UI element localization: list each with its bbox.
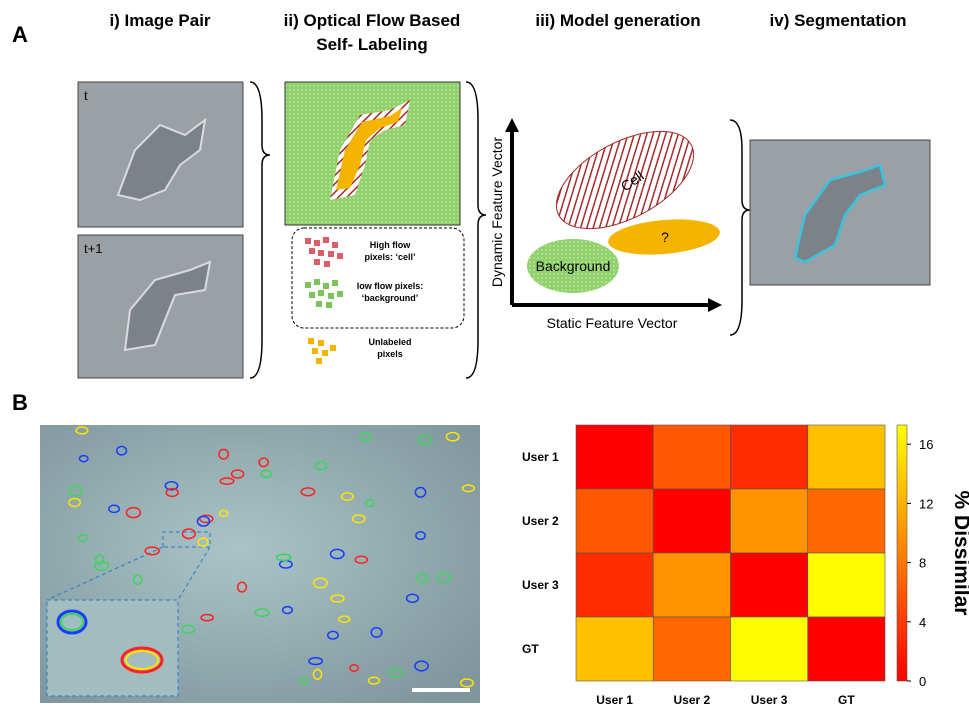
heatmap-cell bbox=[576, 553, 653, 617]
figure: A i) Image Pair ii) Optical Flow BasedSe… bbox=[0, 0, 969, 708]
legend-swatch bbox=[308, 338, 336, 364]
heatmap-cell bbox=[731, 553, 808, 617]
heatmap-cell bbox=[576, 617, 653, 681]
colorbar-tick-label: 4 bbox=[919, 615, 926, 630]
colorbar bbox=[897, 425, 907, 681]
x-tick-label: User 2 bbox=[674, 693, 711, 707]
heatmap-cell bbox=[576, 489, 653, 553]
heatmap-cell bbox=[653, 489, 730, 553]
step-title: iii) Model generation bbox=[535, 11, 700, 30]
heatmap-cell bbox=[731, 617, 808, 681]
colorbar-tick-label: 8 bbox=[919, 556, 926, 571]
heatmap-cell bbox=[808, 425, 885, 489]
frame-label: t bbox=[84, 88, 88, 103]
colorbar-tick-label: 12 bbox=[919, 496, 933, 511]
axis-label: Dynamic Feature Vector bbox=[489, 137, 505, 288]
segmentation-image bbox=[750, 140, 930, 285]
y-tick-label: User 1 bbox=[522, 450, 559, 464]
axis-label: Static Feature Vector bbox=[547, 315, 678, 331]
brace bbox=[466, 82, 486, 378]
x-tick-label: GT bbox=[838, 693, 855, 707]
legend-swatch bbox=[305, 237, 343, 267]
y-tick-label: GT bbox=[522, 642, 539, 656]
step-title: i) Image Pair bbox=[109, 11, 210, 30]
heatmap-cell bbox=[808, 553, 885, 617]
heatmap-cell bbox=[808, 489, 885, 553]
cluster-label: ? bbox=[661, 229, 669, 245]
frame-t bbox=[78, 82, 243, 227]
frame-label: t+1 bbox=[84, 241, 102, 256]
heatmap-cell bbox=[653, 425, 730, 489]
legend-swatch bbox=[305, 279, 343, 308]
colorbar-tick-label: 0 bbox=[919, 674, 926, 689]
panel-label: B bbox=[12, 390, 28, 415]
self-label-map bbox=[285, 82, 460, 225]
frame-t1 bbox=[78, 235, 243, 378]
cluster-label: Background bbox=[536, 258, 611, 274]
micrograph bbox=[40, 425, 480, 703]
heatmap: User 1 User 2 User 3 GT User 1 User 2 User 3 GT… bbox=[522, 425, 969, 707]
heatmap-cell bbox=[731, 425, 808, 489]
model-plot bbox=[505, 111, 722, 312]
heatmap-cell bbox=[653, 553, 730, 617]
x-tick-label: User 1 bbox=[596, 693, 633, 707]
colorbar-label: % Dissimilar bbox=[950, 491, 969, 616]
heatmap-cell bbox=[576, 425, 653, 489]
brace bbox=[730, 120, 750, 335]
y-tick-label: User 2 bbox=[522, 514, 559, 528]
colorbar-tick-label: 16 bbox=[919, 437, 933, 452]
x-tick-label: User 3 bbox=[751, 693, 788, 707]
panel-label: A bbox=[12, 22, 28, 47]
heatmap-cell bbox=[653, 617, 730, 681]
brace bbox=[250, 82, 270, 378]
heatmap-cell bbox=[808, 617, 885, 681]
y-tick-label: User 3 bbox=[522, 578, 559, 592]
heatmap-cell bbox=[731, 489, 808, 553]
step-title: iv) Segmentation bbox=[770, 11, 907, 30]
legend-label: low flow pixels:‘background’ bbox=[357, 281, 424, 303]
